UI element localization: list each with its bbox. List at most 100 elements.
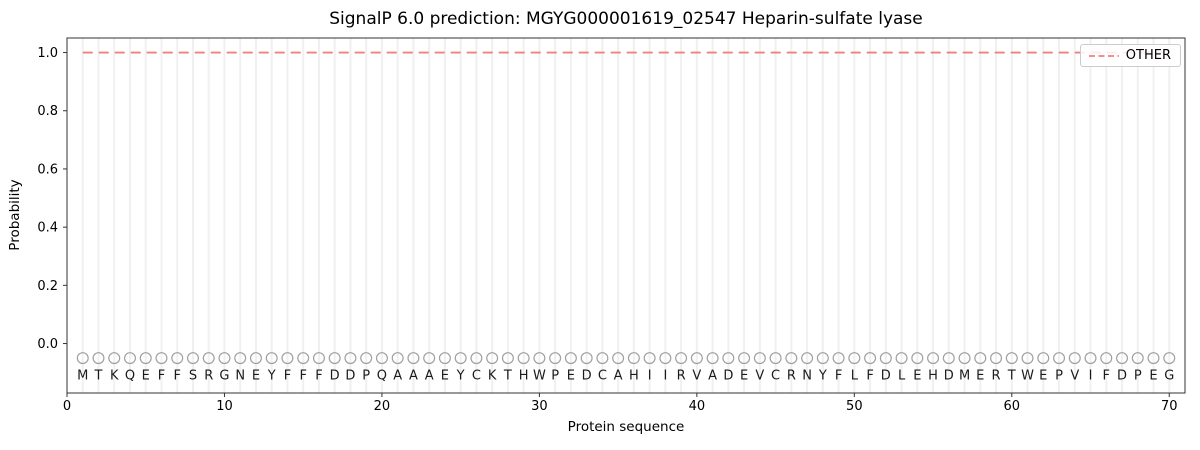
sequence-letter: L xyxy=(898,369,906,384)
residue-marker xyxy=(612,352,625,365)
y-tick-label: 0.0 xyxy=(37,337,58,352)
sequence-letter: M xyxy=(959,369,970,384)
sequence-letter: F xyxy=(866,369,873,384)
residue-marker xyxy=(501,352,514,365)
residue-marker xyxy=(423,352,436,365)
residue-marker xyxy=(344,352,357,365)
residue-marker xyxy=(990,352,1003,365)
x-tick-label: 70 xyxy=(1161,399,1178,414)
sequence-letter: I xyxy=(663,369,667,384)
sequence-letter: A xyxy=(614,369,623,384)
residue-marker xyxy=(218,352,231,365)
residue-marker xyxy=(675,352,688,365)
residue-marker xyxy=(265,352,278,365)
sequence-letter: H xyxy=(519,369,529,384)
residue-marker xyxy=(911,352,924,365)
sequence-letter: C xyxy=(598,369,607,384)
sequence-letter: E xyxy=(1149,369,1157,384)
residue-marker xyxy=(76,352,89,365)
residue-marker xyxy=(580,352,593,365)
residue-marker xyxy=(974,352,987,365)
residue-marker xyxy=(722,352,735,365)
sequence-letter: Y xyxy=(267,369,276,384)
sequence-letter: F xyxy=(299,369,306,384)
legend-line-sample xyxy=(1088,54,1119,57)
x-tick-label: 40 xyxy=(689,399,706,414)
residue-marker xyxy=(486,352,499,365)
sequence-letter: Y xyxy=(456,369,465,384)
sequence-letter: R xyxy=(787,369,796,384)
residue-marker xyxy=(312,352,325,365)
residue-marker xyxy=(549,352,562,365)
residue-marker xyxy=(202,352,215,365)
sequence-letter: E xyxy=(441,369,449,384)
sequence-letter: L xyxy=(851,369,859,384)
residue-marker xyxy=(801,352,814,365)
residue-marker xyxy=(533,352,546,365)
sequence-letter: K xyxy=(110,369,119,384)
sequence-letter: T xyxy=(1007,369,1016,384)
sequence-letter: R xyxy=(204,369,213,384)
residue-marker xyxy=(832,352,845,365)
residue-marker xyxy=(958,352,971,365)
axes-frame xyxy=(66,37,1186,394)
sequence-letter: F xyxy=(284,369,291,384)
sequence-letter: Q xyxy=(377,369,387,384)
residue-marker xyxy=(627,352,640,365)
residue-marker xyxy=(281,352,294,365)
residue-marker xyxy=(769,352,782,365)
sequence-letter: W xyxy=(1021,369,1034,384)
sequence-letter: M xyxy=(77,369,88,384)
residue-marker xyxy=(927,352,940,365)
x-tick-label: 30 xyxy=(531,399,548,414)
sequence-letter: E xyxy=(142,369,150,384)
sequence-letter: F xyxy=(173,369,180,384)
residue-marker xyxy=(895,352,908,365)
sequence-letter: N xyxy=(802,369,812,384)
sequence-letter: F xyxy=(835,369,842,384)
y-tick-label: 0.8 xyxy=(37,104,58,119)
residue-marker xyxy=(470,352,483,365)
sequence-letter: R xyxy=(677,369,686,384)
residue-marker xyxy=(1163,352,1176,365)
sequence-letter: S xyxy=(189,369,197,384)
residue-marker xyxy=(816,352,829,365)
residue-marker xyxy=(753,352,766,365)
sequence-letter: E xyxy=(252,369,260,384)
sequence-letter: D xyxy=(944,369,954,384)
residue-marker xyxy=(297,352,310,365)
residue-marker xyxy=(186,352,199,365)
sequence-letter: V xyxy=(692,369,701,384)
x-tick-label: 50 xyxy=(846,399,863,414)
residue-marker xyxy=(171,352,184,365)
residue-marker xyxy=(375,352,388,365)
sequence-letter: F xyxy=(158,369,165,384)
sequence-letter: D xyxy=(1117,369,1127,384)
residue-marker xyxy=(706,352,719,365)
sequence-letter: I xyxy=(1089,369,1093,384)
sequence-letter: D xyxy=(345,369,355,384)
residue-marker xyxy=(942,352,955,365)
sequence-letter: V xyxy=(1070,369,1079,384)
sequence-letter: R xyxy=(992,369,1001,384)
legend: OTHER xyxy=(1079,44,1181,67)
residue-marker xyxy=(454,352,467,365)
residue-marker xyxy=(1053,352,1066,365)
residue-marker xyxy=(391,352,404,365)
sequence-letter: C xyxy=(472,369,481,384)
sequence-letter: N xyxy=(235,369,245,384)
residue-marker xyxy=(643,352,656,365)
residue-marker xyxy=(1068,352,1081,365)
residue-marker xyxy=(249,352,262,365)
residue-marker xyxy=(1100,352,1113,365)
sequence-letter: A xyxy=(393,369,402,384)
residue-marker xyxy=(879,352,892,365)
sequence-letter: D xyxy=(330,369,340,384)
residue-marker xyxy=(690,352,703,365)
residue-marker xyxy=(1084,352,1097,365)
x-tick-label: 20 xyxy=(374,399,391,414)
sequence-letter: V xyxy=(755,369,764,384)
sequence-letter: G xyxy=(219,369,229,384)
